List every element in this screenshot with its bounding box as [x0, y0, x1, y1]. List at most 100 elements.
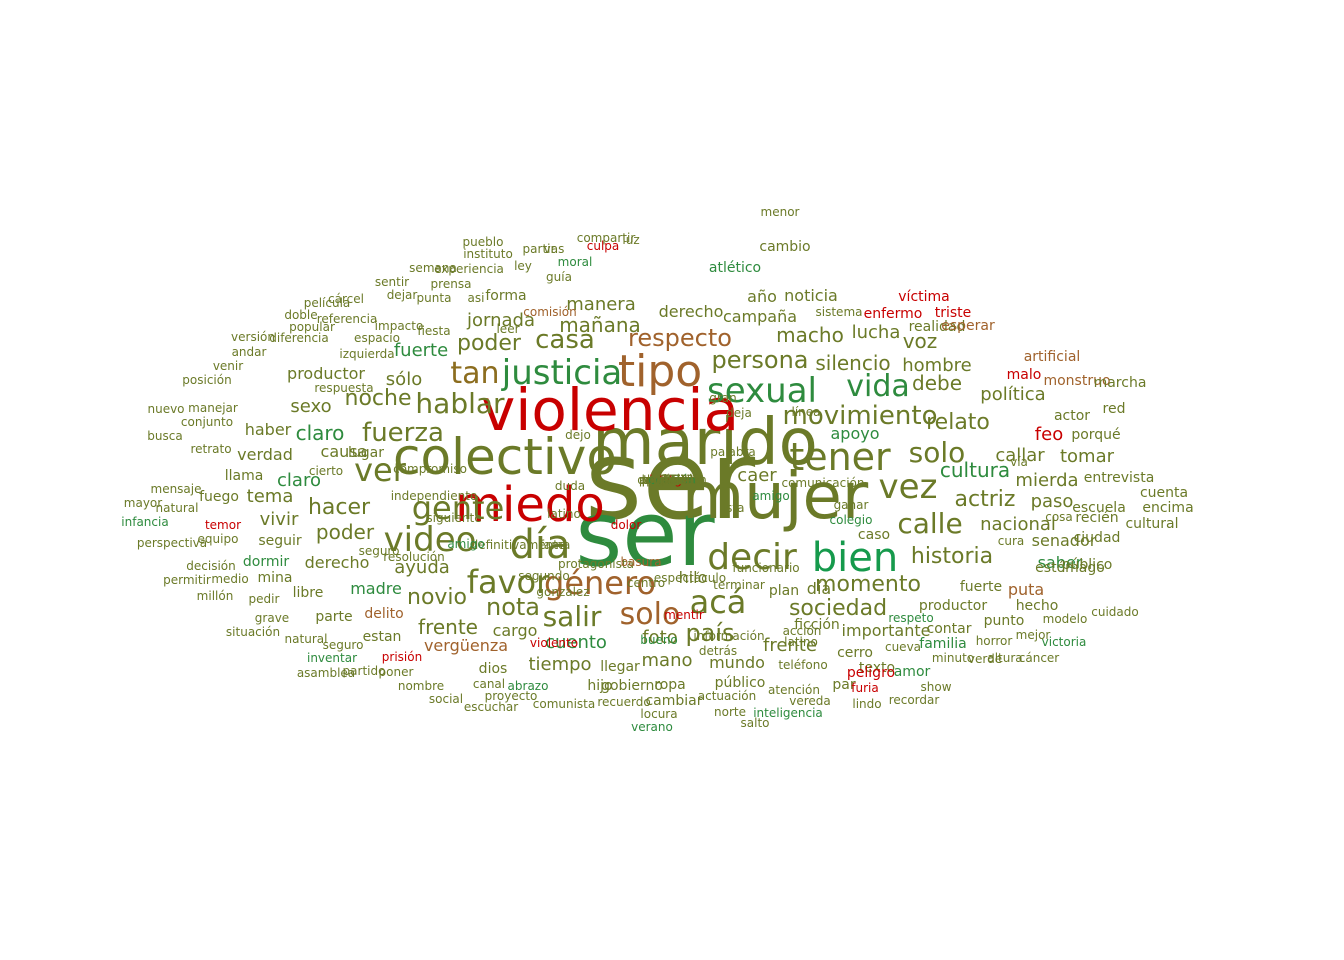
cloud-word: grupo — [654, 473, 690, 487]
cloud-word: vereda — [789, 694, 831, 708]
cloud-word: esperar — [941, 318, 995, 334]
cloud-word: porqué — [1071, 427, 1121, 443]
cloud-word: situación — [225, 625, 281, 639]
cloud-word: horror — [975, 634, 1013, 648]
cloud-word: busca — [147, 429, 183, 443]
cloud-word: hecho — [1015, 598, 1059, 614]
cloud-word: punto — [983, 613, 1025, 629]
cloud-word: marido — [592, 406, 818, 480]
cloud-word: nombre — [397, 679, 445, 693]
cloud-word: lugar — [348, 445, 384, 461]
cloud-word: fuerza — [362, 418, 444, 448]
cloud-word: información — [693, 629, 765, 643]
cloud-word: saber — [1037, 553, 1083, 572]
cloud-word: gusto — [655, 473, 689, 487]
cloud-word: segundo — [518, 569, 570, 583]
cloud-word: definir — [652, 473, 692, 487]
cloud-word: bajo — [659, 473, 685, 487]
cloud-word: feliz — [659, 473, 685, 487]
cloud-word: calor — [657, 473, 687, 487]
cloud-word: poder — [457, 331, 521, 356]
cloud-word: principal — [646, 473, 698, 487]
cloud-word: ahi — [662, 473, 682, 487]
cloud-word: claro — [277, 470, 321, 491]
cloud-word: sólo — [385, 369, 423, 390]
cloud-word: acceso — [651, 473, 693, 487]
cloud-word: respuesta — [314, 381, 374, 395]
cloud-word: basura — [620, 555, 662, 569]
cloud-word: ficción — [794, 617, 840, 633]
cloud-word: frente — [418, 615, 478, 639]
cloud-word: escuela — [1072, 500, 1126, 516]
cloud-word: título — [656, 473, 688, 487]
cloud-word: género — [544, 564, 656, 602]
cloud-word: inventar — [306, 651, 358, 665]
cloud-word: cerro — [837, 645, 873, 661]
cloud-word: compartir — [576, 231, 636, 245]
cloud-word: propuesta — [641, 473, 703, 487]
cloud-word: violencia — [480, 376, 740, 444]
cloud-word: cultural — [1125, 516, 1179, 532]
cloud-word: funcionario — [732, 561, 800, 575]
cloud-word: lindo — [852, 697, 882, 711]
cloud-word: aire — [660, 473, 684, 487]
cloud-word: par — [832, 677, 856, 693]
cloud-word: lucha — [851, 322, 901, 343]
cloud-word: producción — [638, 473, 706, 487]
cloud-word: mujer — [681, 460, 869, 534]
cloud-word: sentir — [374, 275, 410, 289]
cloud-word: malo — [1006, 367, 1042, 383]
cloud-word: moral — [557, 255, 593, 269]
cloud-word: duda — [554, 479, 586, 493]
cloud-word: actriz — [954, 487, 1016, 512]
cloud-word: teléfono — [778, 658, 828, 672]
cloud-word: víctima — [898, 289, 950, 305]
cloud-word: violento — [529, 636, 579, 650]
cloud-word: haber — [244, 420, 292, 439]
cloud-word: justicia — [501, 353, 623, 393]
cloud-word: equipo — [197, 532, 239, 546]
cloud-word: definitivamente — [470, 538, 566, 552]
cloud-word: fama — [539, 538, 571, 552]
cloud-word: triste — [934, 305, 972, 321]
cloud-word: hombre — [902, 355, 972, 376]
cloud-word: versión — [231, 330, 275, 344]
cloud-word: recuerdo — [597, 695, 651, 709]
cloud-word: modelo — [1042, 612, 1088, 626]
cloud-word: partido — [342, 664, 386, 678]
cloud-word: atlético — [708, 260, 762, 276]
cloud-word: acá — [689, 583, 747, 621]
cloud-word: vía — [1010, 455, 1028, 469]
cloud-word: decidir — [651, 473, 693, 487]
cloud-word: impacto — [374, 319, 424, 333]
cloud-word: claro — [295, 421, 345, 445]
cloud-word: andar — [231, 345, 267, 359]
cloud-word: línea — [791, 405, 821, 419]
cloud-word: apoyo — [830, 424, 880, 443]
cloud-word: medio — [211, 572, 249, 586]
cloud-word: comunista — [532, 697, 596, 711]
cloud-word: tener — [789, 435, 891, 479]
cloud-word: solo — [908, 436, 966, 469]
cloud-word: actor — [1053, 408, 1091, 424]
cloud-word: instituto — [463, 247, 513, 261]
cloud-word: público — [714, 675, 766, 691]
cloud-word: productor — [918, 598, 988, 614]
cloud-word: venir — [212, 359, 244, 373]
cloud-word: detrás — [698, 644, 738, 658]
cloud-word: mensaje — [150, 482, 202, 496]
cloud-word: dejar — [386, 288, 418, 302]
cloud-word: terminar — [713, 578, 765, 592]
cloud-word: público — [1061, 557, 1113, 573]
cloud-word: manera — [566, 294, 636, 315]
cloud-word: silencio — [815, 351, 891, 375]
cloud-word: mejor — [1015, 628, 1051, 642]
cloud-word: onda — [657, 473, 687, 487]
cloud-word: referencia — [316, 312, 378, 326]
cloud-word: arder — [655, 473, 689, 487]
cloud-word: tema — [246, 486, 294, 507]
cloud-word: cárcel — [328, 292, 364, 306]
cloud-word: amor — [893, 664, 931, 680]
cloud-word: perspectiva — [136, 536, 208, 550]
cloud-word: ley — [514, 259, 532, 273]
